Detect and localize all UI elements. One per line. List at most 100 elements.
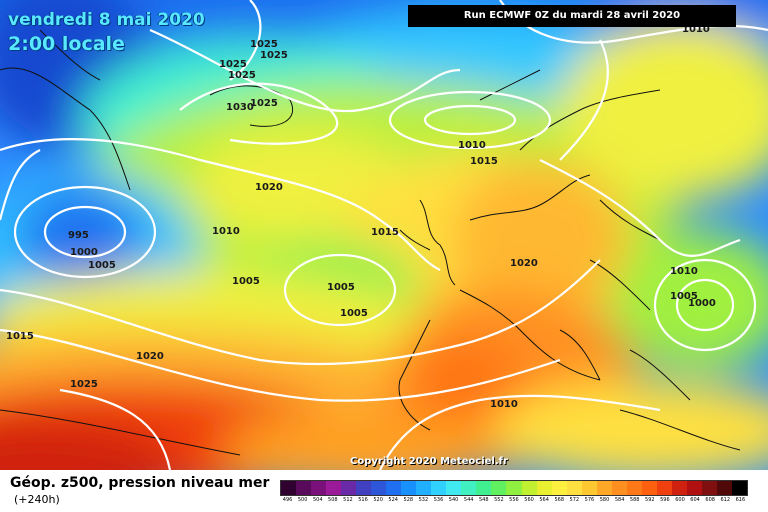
scale-label: 580 bbox=[599, 497, 610, 503]
scale-label: 508 bbox=[328, 497, 338, 503]
scale-swatch bbox=[521, 481, 537, 495]
scale-label: 596 bbox=[660, 497, 670, 503]
pressure-label: 1020 bbox=[136, 351, 164, 362]
scale-swatch bbox=[386, 481, 402, 495]
pressure-label: 1010 bbox=[670, 266, 698, 277]
scale-swatch bbox=[641, 481, 657, 495]
scale-label: 592 bbox=[645, 497, 655, 503]
scale-label: 584 bbox=[614, 497, 625, 503]
pressure-label: 1010 bbox=[458, 140, 486, 151]
pressure-label: 1020 bbox=[510, 258, 538, 269]
legend-title: Géop. z500, pression niveau mer bbox=[10, 475, 270, 491]
pressure-label: 1025 bbox=[250, 39, 278, 50]
pressure-label: 1005 bbox=[88, 260, 116, 271]
weather-map: 1025 1025 1025 1025 1030 1025 1010 1015 … bbox=[0, 0, 768, 471]
scale-swatch bbox=[716, 481, 732, 495]
scale-label: 600 bbox=[675, 497, 685, 503]
pressure-label: 1005 bbox=[670, 291, 698, 302]
scale-label: 500 bbox=[297, 497, 308, 503]
scale-swatch bbox=[626, 481, 642, 495]
color-scale bbox=[280, 480, 748, 496]
scale-swatch bbox=[371, 481, 387, 495]
scale-swatch bbox=[416, 481, 432, 495]
color-scale-labels: 496 500 504 508 512 516 520 524 528 532 536 540 544 5… bbox=[280, 497, 748, 503]
scale-swatch bbox=[476, 481, 492, 495]
scale-label: 556 bbox=[509, 497, 519, 503]
scale-label: 512 bbox=[343, 497, 353, 503]
scale-label: 576 bbox=[584, 497, 595, 503]
scale-label: 540 bbox=[448, 497, 459, 503]
legend-bar: Géop. z500, pression niveau mer (+240h) … bbox=[0, 470, 768, 512]
pressure-label: 1025 bbox=[70, 379, 98, 390]
scale-swatch bbox=[611, 481, 627, 495]
pressure-label: 1000 bbox=[70, 247, 98, 258]
scale-label: 588 bbox=[629, 497, 640, 503]
scale-label: 548 bbox=[478, 497, 489, 503]
scale-swatch bbox=[671, 481, 687, 495]
pressure-label: 1005 bbox=[327, 282, 355, 293]
scale-label: 504 bbox=[312, 497, 323, 503]
scale-swatch bbox=[341, 481, 357, 495]
pressure-label: 1020 bbox=[255, 182, 283, 193]
run-info: Run ECMWF 0Z du mardi 28 avril 2020 bbox=[408, 5, 736, 27]
scale-swatch bbox=[356, 481, 372, 495]
scale-label: 568 bbox=[554, 497, 564, 503]
scale-swatch bbox=[701, 481, 717, 495]
scale-swatch bbox=[296, 481, 312, 495]
scale-label: 524 bbox=[388, 497, 398, 503]
pressure-label: 1000 bbox=[688, 298, 716, 309]
scale-swatch bbox=[536, 481, 552, 495]
scale-label: 552 bbox=[494, 497, 504, 503]
scale-swatch bbox=[566, 481, 582, 495]
forecast-time: 2:00 locale bbox=[8, 33, 125, 55]
scale-swatch bbox=[596, 481, 612, 495]
scale-label: 560 bbox=[524, 497, 534, 503]
forecast-date: vendredi 8 mai 2020 bbox=[8, 10, 205, 30]
scale-swatch bbox=[731, 481, 747, 495]
legend-subtitle: (+240h) bbox=[14, 493, 60, 506]
pressure-label: 1010 bbox=[682, 24, 710, 35]
scale-swatch bbox=[446, 481, 462, 495]
scale-label: 516 bbox=[358, 497, 368, 503]
scale-label: 544 bbox=[463, 497, 474, 503]
pressure-labels: 1025 1025 1025 1025 1030 1025 1010 1015 … bbox=[6, 24, 716, 410]
scale-label: 572 bbox=[569, 497, 580, 503]
scale-label: 612 bbox=[720, 497, 731, 503]
scale-swatch bbox=[326, 481, 342, 495]
scale-label: 536 bbox=[433, 497, 444, 503]
pressure-label: 1005 bbox=[232, 276, 260, 287]
scale-label: 564 bbox=[539, 497, 549, 503]
pressure-label: 1015 bbox=[6, 331, 34, 342]
pressure-label: 1010 bbox=[490, 399, 518, 410]
scale-swatch bbox=[656, 481, 672, 495]
pressure-label: 1010 bbox=[212, 226, 240, 237]
scale-swatch bbox=[431, 481, 447, 495]
scale-swatch bbox=[491, 481, 507, 495]
scale-label: 496 bbox=[282, 497, 293, 503]
pressure-label: 1015 bbox=[470, 156, 498, 167]
isobars bbox=[0, 0, 768, 471]
pressure-label: 995 bbox=[68, 230, 89, 241]
scale-swatch bbox=[581, 481, 597, 495]
scale-label: 616 bbox=[735, 497, 746, 503]
scale-label: 520 bbox=[373, 497, 383, 503]
pressure-label: 1025 bbox=[219, 59, 247, 70]
scale-swatch bbox=[461, 481, 477, 495]
scale-swatch bbox=[311, 481, 327, 495]
copyright: Copyright 2020 Meteociel.fr bbox=[350, 456, 508, 467]
map-canvas: 1025 1025 1025 1025 1030 1025 1010 1015 … bbox=[0, 0, 768, 471]
pressure-label: 1015 bbox=[371, 227, 399, 238]
pressure-label: 1025 bbox=[250, 98, 278, 109]
pressure-label: 1025 bbox=[260, 50, 288, 61]
scale-swatch bbox=[281, 481, 297, 495]
scale-label: 604 bbox=[690, 497, 700, 503]
scale-swatch bbox=[401, 481, 417, 495]
scale-label: 608 bbox=[705, 497, 715, 503]
scale-label: 532 bbox=[418, 497, 429, 503]
scale-label: 528 bbox=[403, 497, 414, 503]
scale-swatch bbox=[686, 481, 702, 495]
pressure-label: 1005 bbox=[340, 308, 368, 319]
pressure-label: 1030 bbox=[226, 102, 254, 113]
scale-swatch bbox=[506, 481, 522, 495]
pressure-label: 1025 bbox=[228, 70, 256, 81]
